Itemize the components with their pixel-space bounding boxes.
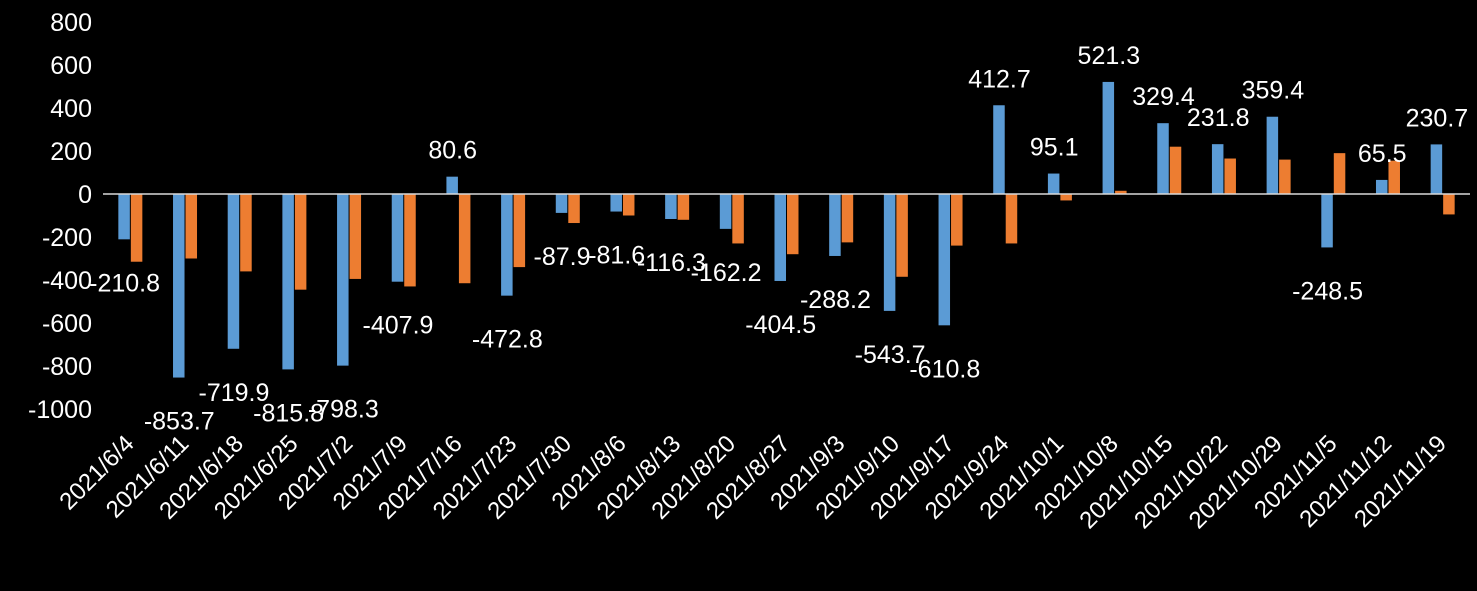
data-label: 329.4 xyxy=(1132,83,1195,111)
bars xyxy=(118,81,1455,378)
data-label: -853.7 xyxy=(144,408,215,436)
bar-series-1 xyxy=(719,194,732,229)
x-axis-labels: 2021/6/42021/6/112021/6/182021/6/252021/… xyxy=(54,430,1451,534)
bar-series-2 xyxy=(404,194,416,287)
data-label: 230.7 xyxy=(1406,104,1469,132)
y-tick-label: -400 xyxy=(42,267,92,295)
data-label: -798.3 xyxy=(308,396,379,424)
data-label: -407.9 xyxy=(363,312,434,340)
bar-series-2 xyxy=(1279,159,1291,194)
bar-series-1 xyxy=(993,105,1005,194)
data-label: 80.6 xyxy=(428,137,477,165)
bar-series-2 xyxy=(622,194,635,216)
data-label: 412.7 xyxy=(968,65,1031,93)
bar-series-2 xyxy=(349,194,362,279)
y-tick-label: 200 xyxy=(50,138,92,166)
bar-series-1 xyxy=(173,194,185,378)
bar-series-1 xyxy=(446,176,458,194)
y-tick-label: -600 xyxy=(42,310,92,338)
data-label: 231.8 xyxy=(1187,104,1250,132)
y-axis-ticks: 800 600 400 200 0 -200 -400 -600 -800 -1000 xyxy=(28,9,92,424)
data-label: -610.8 xyxy=(909,355,980,383)
y-tick-label: -200 xyxy=(42,224,92,252)
bar-series-2 xyxy=(732,194,744,244)
bar-series-1 xyxy=(1430,144,1443,194)
data-label: -210.8 xyxy=(89,269,160,297)
y-tick-label: -1000 xyxy=(28,396,92,424)
bar-series-1 xyxy=(1375,179,1388,194)
data-label: -162.2 xyxy=(691,259,762,287)
y-tick-label: 400 xyxy=(50,95,92,123)
data-label: -87.9 xyxy=(534,243,591,271)
bar-series-2 xyxy=(1333,153,1346,194)
bar-series-2 xyxy=(841,194,854,243)
data-label: 359.4 xyxy=(1242,77,1305,105)
bar-series-1 xyxy=(337,194,349,366)
data-label: -404.5 xyxy=(745,311,816,339)
bar-series-2 xyxy=(1443,194,1455,215)
bar-series-1 xyxy=(883,194,896,311)
y-tick-label: 800 xyxy=(50,9,92,37)
bar-series-1 xyxy=(1102,81,1115,194)
y-tick-label: 600 xyxy=(50,52,92,80)
bar-series-1 xyxy=(118,194,130,240)
bar-series-1 xyxy=(665,194,677,220)
data-label: -248.5 xyxy=(1292,277,1363,305)
bar-series-1 xyxy=(610,194,622,212)
data-label: -116.3 xyxy=(637,249,706,277)
bar-series-1 xyxy=(1047,173,1060,194)
bar-series-1 xyxy=(501,194,513,296)
data-labels: -210.8 -853.7-719.9-815.8-798.3 -407.9 80.6… xyxy=(89,42,1468,436)
data-label: -719.9 xyxy=(199,379,270,407)
bar-series-2 xyxy=(1115,190,1127,194)
bar-series-1 xyxy=(774,194,786,281)
bar-series-1 xyxy=(555,194,568,213)
bar-series-1 xyxy=(391,194,404,282)
bar-series-1 xyxy=(1321,194,1333,248)
bar-series-2 xyxy=(294,194,307,290)
bar-series-2 xyxy=(513,194,526,268)
bar-series-1 xyxy=(829,194,841,256)
bar-series-1 xyxy=(227,194,240,349)
data-label: 65.5 xyxy=(1358,140,1407,168)
bar-series-1 xyxy=(1266,116,1279,194)
bar-series-2 xyxy=(458,194,471,284)
bar-series-2 xyxy=(130,194,143,262)
data-label: 521.3 xyxy=(1078,42,1141,70)
data-label: 95.1 xyxy=(1030,134,1079,162)
data-label: -815.8 xyxy=(253,399,324,427)
bar-series-1 xyxy=(1211,144,1224,194)
data-label: -81.6 xyxy=(588,242,645,270)
bar-series-2 xyxy=(951,194,963,246)
bar-series-2 xyxy=(1060,194,1072,201)
bar-series-2 xyxy=(1169,146,1182,194)
data-label: -288.2 xyxy=(800,286,871,314)
bar-series-2 xyxy=(1005,194,1018,244)
bar-series-2 xyxy=(1388,160,1400,194)
y-tick-label: -800 xyxy=(42,353,92,381)
bar-series-2 xyxy=(896,194,908,277)
bar-series-2 xyxy=(787,194,799,255)
bar-series-2 xyxy=(677,194,690,220)
bar-series-1 xyxy=(282,194,294,370)
data-label: -543.7 xyxy=(855,341,926,369)
data-label: -472.8 xyxy=(472,326,543,354)
bar-series-2 xyxy=(1224,158,1236,194)
bar-series-1 xyxy=(938,194,951,326)
bar-series-2 xyxy=(185,194,198,259)
bar-series-2 xyxy=(240,194,252,272)
bar-series-1 xyxy=(1157,123,1169,194)
bar-series-2 xyxy=(568,194,580,224)
y-tick-label: 0 xyxy=(78,181,92,209)
